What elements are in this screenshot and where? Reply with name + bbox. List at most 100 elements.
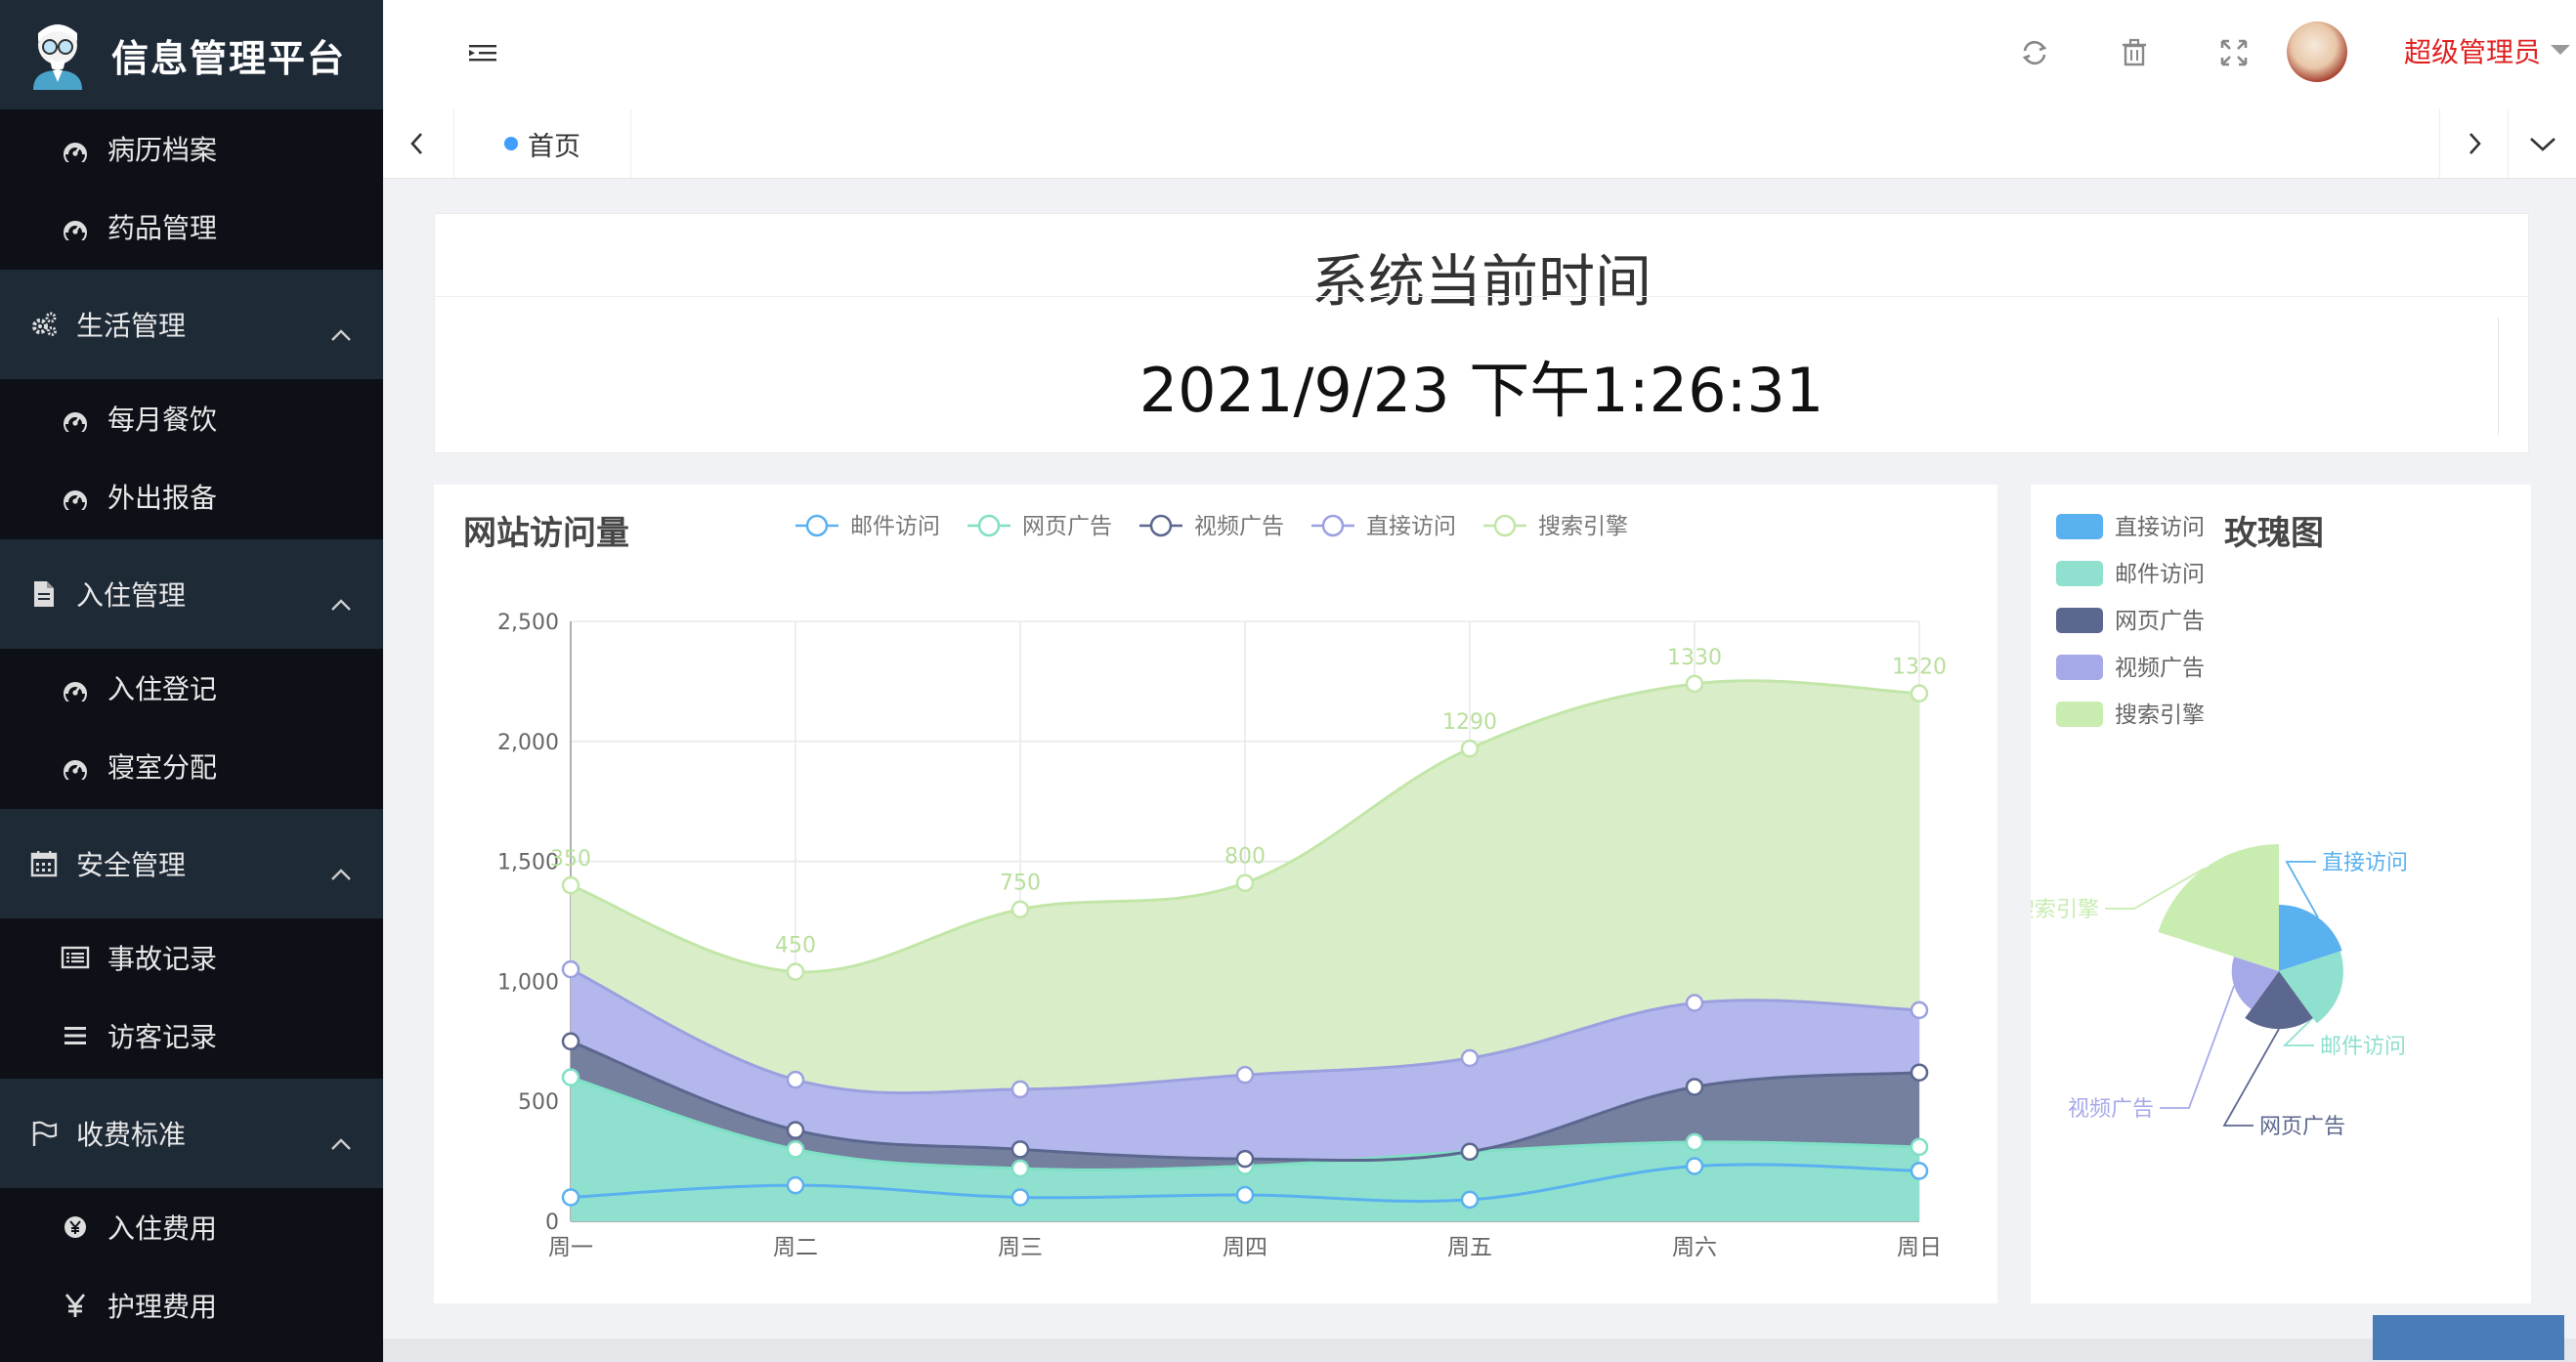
legend-item-4[interactable]: 搜索引擎 bbox=[2056, 702, 2205, 728]
data-point[interactable] bbox=[1685, 1078, 1704, 1096]
rose-slice-2[interactable] bbox=[2245, 971, 2313, 1030]
refresh-icon[interactable] bbox=[2017, 35, 2052, 70]
sidebar-item-label: 病历档案 bbox=[107, 134, 218, 166]
data-point[interactable] bbox=[786, 1140, 805, 1159]
data-point[interactable] bbox=[561, 1188, 580, 1207]
user-name[interactable]: 超级管理员 bbox=[2404, 36, 2542, 68]
legend-item-3[interactable]: 直接访问 bbox=[1311, 514, 1456, 539]
data-point[interactable] bbox=[1910, 1137, 1929, 1157]
data-point[interactable] bbox=[561, 1068, 580, 1086]
sidebar-group-8[interactable]: 安全管理 bbox=[0, 809, 383, 918]
rose-slice-1[interactable] bbox=[2279, 951, 2343, 1024]
legend-swatch bbox=[805, 514, 829, 537]
sidebar-item-label: 事故记录 bbox=[107, 943, 218, 975]
sidebar-group-11[interactable]: 收费标准 bbox=[0, 1079, 383, 1188]
data-point[interactable] bbox=[1910, 1000, 1929, 1020]
trash-icon[interactable] bbox=[2117, 35, 2152, 70]
data-point[interactable] bbox=[1910, 1162, 1929, 1180]
data-point[interactable] bbox=[1010, 1188, 1030, 1207]
data-point[interactable] bbox=[786, 962, 805, 981]
menu-toggle-icon[interactable] bbox=[467, 39, 498, 68]
tabs-scroll-right-icon[interactable] bbox=[2439, 109, 2509, 178]
tabs-scroll-left-icon[interactable] bbox=[383, 109, 451, 178]
legend-label: 搜索引擎 bbox=[1538, 514, 1628, 539]
fullscreen-icon[interactable] bbox=[2216, 35, 2252, 70]
data-point[interactable] bbox=[1010, 1159, 1030, 1178]
sidebar-item-3[interactable]: 每月餐饮 bbox=[0, 379, 383, 457]
data-point[interactable] bbox=[1910, 684, 1929, 702]
data-point[interactable] bbox=[1010, 1080, 1030, 1099]
data-point[interactable] bbox=[1685, 674, 1704, 694]
data-point[interactable] bbox=[1685, 1157, 1704, 1175]
data-point[interactable] bbox=[786, 1070, 805, 1089]
legend-item-3[interactable]: 视频广告 bbox=[2056, 655, 2205, 681]
data-point[interactable] bbox=[1235, 1065, 1255, 1085]
legend-item-1[interactable]: 邮件访问 bbox=[2056, 561, 2205, 587]
data-point[interactable] bbox=[1460, 739, 1480, 758]
sidebar-item-1[interactable]: 药品管理 bbox=[0, 188, 383, 266]
sidebar-item-12[interactable]: 入住费用 bbox=[0, 1188, 383, 1266]
sidebar-item-9[interactable]: 事故记录 bbox=[0, 918, 383, 997]
slice-label: 搜索引擎 bbox=[2031, 898, 2099, 922]
rose-chart-title: 玫瑰图 bbox=[2224, 514, 2324, 553]
sidebar-item-label: 药品管理 bbox=[107, 212, 218, 244]
data-point[interactable] bbox=[1235, 1149, 1255, 1169]
data-point[interactable] bbox=[1235, 1185, 1255, 1205]
chevron-up-icon bbox=[330, 586, 352, 611]
data-point[interactable] bbox=[786, 1175, 805, 1195]
legend-swatch bbox=[977, 514, 1001, 537]
clock-title: 系统当前时间 bbox=[1310, 248, 1652, 315]
legend-swatch bbox=[1321, 514, 1345, 537]
data-point[interactable] bbox=[1010, 900, 1030, 918]
data-point[interactable] bbox=[1685, 994, 1704, 1012]
data-point[interactable] bbox=[1460, 1048, 1480, 1068]
dashboard-icon bbox=[61, 482, 90, 511]
rose-slice-3[interactable] bbox=[2231, 957, 2279, 1010]
logo[interactable]: 信息管理平台 bbox=[0, 0, 383, 109]
sidebar-item-6[interactable]: 入住登记 bbox=[0, 649, 383, 727]
legend-item-0[interactable]: 直接访问 bbox=[2056, 514, 2205, 540]
footer-strip bbox=[383, 1339, 2576, 1362]
legend-item-1[interactable]: 网页广告 bbox=[967, 514, 1112, 539]
y-tick-label: 0 bbox=[545, 1211, 559, 1235]
data-point[interactable] bbox=[1010, 1140, 1030, 1159]
x-tick-label: 周二 bbox=[773, 1235, 818, 1260]
sidebar-item-label: 护理费用 bbox=[107, 1291, 218, 1323]
bars-icon bbox=[61, 1021, 90, 1050]
sidebar-item-7[interactable]: 寝室分配 bbox=[0, 727, 383, 805]
clock-card: 系统当前时间 2021/9/23 下午1:26:31 bbox=[434, 213, 2529, 453]
rose-slice-4[interactable] bbox=[2158, 844, 2279, 971]
data-point[interactable] bbox=[1910, 1063, 1929, 1082]
data-point[interactable] bbox=[561, 875, 580, 895]
sidebar-item-13[interactable]: 护理费用 bbox=[0, 1266, 383, 1344]
data-point[interactable] bbox=[561, 959, 580, 979]
avatar[interactable] bbox=[2287, 21, 2347, 82]
data-point[interactable] bbox=[1685, 1132, 1704, 1152]
data-point[interactable] bbox=[1235, 873, 1255, 892]
y-tick-label: 2,000 bbox=[497, 731, 559, 755]
dashboard-icon bbox=[61, 751, 90, 781]
data-point[interactable] bbox=[1460, 1142, 1480, 1162]
data-point[interactable] bbox=[561, 1032, 580, 1051]
legend-item-2[interactable]: 网页广告 bbox=[2056, 608, 2205, 634]
user-caret-icon[interactable] bbox=[2551, 45, 2570, 55]
watermark bbox=[2373, 1315, 2564, 1360]
sidebar-item-4[interactable]: 外出报备 bbox=[0, 457, 383, 535]
visits-chart-title: 网站访问量 bbox=[463, 514, 629, 553]
sidebar-item-label: 收费标准 bbox=[76, 1119, 187, 1151]
tabs-menu-chevron-down-icon[interactable] bbox=[2508, 109, 2576, 178]
legend-item-0[interactable]: 邮件访问 bbox=[795, 514, 940, 539]
sidebar-group-5[interactable]: 入住管理 bbox=[0, 539, 383, 649]
sidebar-group-2[interactable]: 生活管理 bbox=[0, 270, 383, 379]
legend-item-4[interactable]: 搜索引擎 bbox=[1483, 514, 1628, 539]
data-point[interactable] bbox=[786, 1121, 805, 1139]
tab-home[interactable]: 首页 bbox=[453, 109, 631, 178]
sidebar-item-0[interactable]: 病历档案 bbox=[0, 109, 383, 188]
sidebar-item-10[interactable]: 访客记录 bbox=[0, 997, 383, 1075]
rose-slice-0[interactable] bbox=[2279, 905, 2342, 971]
data-label: 1290 bbox=[1442, 710, 1497, 735]
leader-line bbox=[2160, 985, 2235, 1109]
legend-item-2[interactable]: 视频广告 bbox=[1139, 514, 1284, 539]
data-point[interactable] bbox=[1460, 1190, 1480, 1210]
sidebar: 信息管理平台 病历档案药品管理生活管理 每月餐饮 外出报备 入住管理 入住登记 寝室分配安… bbox=[0, 0, 383, 1362]
